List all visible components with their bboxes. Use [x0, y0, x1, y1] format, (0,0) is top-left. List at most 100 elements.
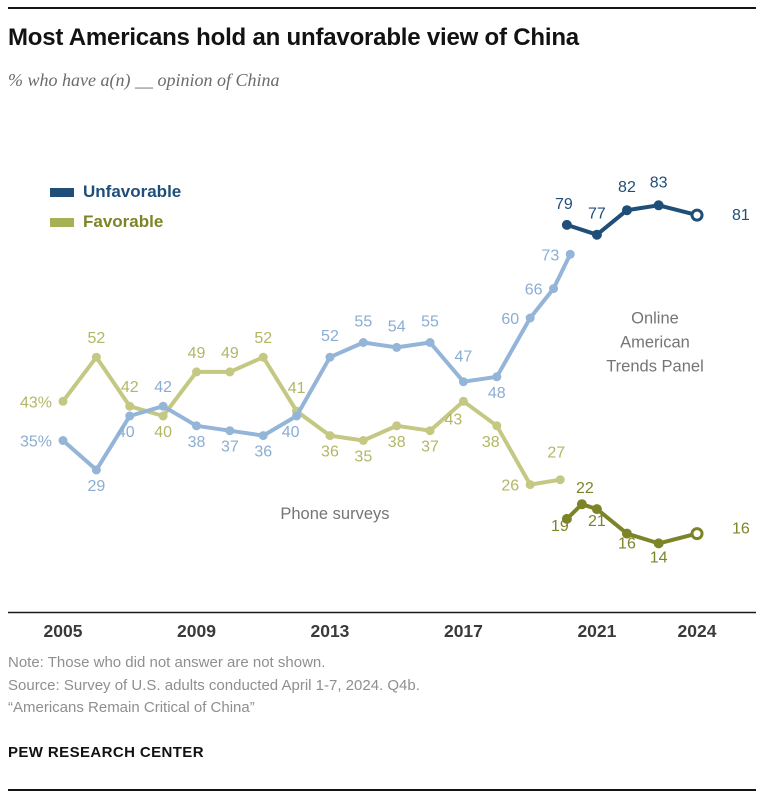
x-axis-tick-label: 2021: [577, 621, 616, 641]
unfavorable-atp-value-label: 83: [650, 174, 668, 191]
unfavorable-atp-value-label: 82: [618, 179, 636, 196]
chart-subtitle: % who have a(n) __ opinion of China: [8, 70, 280, 90]
favorable-atp-point: [561, 513, 572, 524]
unfavorable-phone-point: [458, 377, 468, 387]
favorable-atp-value-label: 22: [576, 480, 594, 497]
favorable-phone-point: [91, 352, 101, 362]
favorable-phone-line: [61, 355, 563, 487]
favorable-phone-point: [392, 421, 402, 431]
unfavorable-atp-line: [564, 203, 700, 237]
legend-item-unfavorable: Unfavorable: [50, 182, 181, 202]
unfavorable-phone-value-label: 66: [525, 282, 543, 299]
unfavorable-phone-value-label: 35%: [20, 434, 52, 451]
favorable-phone-value-label: 38: [388, 434, 406, 451]
favorable-phone-point: [555, 475, 565, 485]
favorable-phone-value-label: 40: [154, 424, 172, 441]
unfavorable-phone-point: [392, 342, 402, 352]
unfavorable-phone-value-label: 52: [321, 328, 339, 345]
favorable-phone-value-label: 37: [421, 439, 439, 456]
x-axis-tick-label: 2017: [444, 621, 483, 641]
unfavorable-phone-point: [565, 249, 575, 259]
online-panel-note: American: [620, 333, 690, 351]
unfavorable-phone-value-label: 47: [455, 349, 473, 366]
online-panel-note: Trends Panel: [606, 357, 704, 375]
favorable-phone-point: [191, 367, 201, 377]
favorable-phone-value-label: 49: [221, 345, 239, 362]
chart-notes: Note: Those who did not answer are not s…: [8, 652, 420, 720]
unfavorable-phone-point: [191, 421, 201, 431]
favorable-atp-value-label: 21: [588, 513, 606, 530]
x-axis-tick-label: 2024: [678, 621, 717, 641]
unfavorable-phone-value-label: 29: [87, 478, 105, 495]
legend-label-unfavorable: Unfavorable: [83, 182, 182, 201]
x-axis-tick-label: 2005: [44, 621, 83, 641]
unfavorable-atp-point: [653, 200, 664, 211]
favorable-phone-point: [58, 396, 68, 406]
pew-research-center-wordmark: PEW RESEARCH CENTER: [8, 744, 204, 761]
favorable-phone-value-label: 41: [288, 380, 306, 397]
unfavorable-atp-point: [591, 229, 602, 240]
bottom-rule: [8, 789, 756, 791]
unfavorable-phone-value-label: 48: [488, 385, 506, 402]
unfavorable-phone-value-label: 60: [501, 311, 519, 328]
favorable-phone-value-label: 38: [482, 434, 500, 451]
favorable-phone-value-label: 52: [254, 330, 272, 347]
favorable-phone-point: [325, 431, 335, 441]
unfavorable-atp-value-label: 81: [732, 207, 750, 224]
source-line: Source: Survey of U.S. adults conducted …: [8, 676, 420, 694]
favorable-phone-point: [158, 411, 168, 421]
phone-surveys-note: Phone surveys: [280, 505, 389, 523]
favorable-atp-value-label: 14: [650, 549, 668, 566]
unfavorable-phone-point: [325, 352, 335, 362]
unfavorable-phone-point: [125, 411, 135, 421]
unfavorable-phone-point: [225, 426, 235, 436]
unfavorable-phone-point: [91, 465, 101, 475]
report-title-line: “Americans Remain Critical of China”: [8, 699, 255, 716]
chart-legend: Unfavorable Favorable: [50, 182, 181, 232]
legend-label-favorable: Favorable: [83, 212, 164, 231]
unfavorable-atp-value-label: 77: [588, 206, 606, 223]
favorable-atp-point: [576, 499, 587, 510]
favorable-phone-value-label: 42: [121, 379, 139, 396]
favorable-phone-point: [358, 436, 368, 445]
favorable-atp-point: [621, 528, 632, 539]
unfavorable-phone-value-label: 42: [154, 379, 172, 396]
legend-item-favorable: Favorable: [50, 212, 181, 232]
favorable-phone-point: [225, 367, 235, 377]
note-line: Note: Those who did not answer are not s…: [8, 654, 326, 671]
unfavorable-phone-value-label: 40: [282, 424, 300, 441]
favorable-phone-value-label: 43%: [20, 394, 52, 411]
favorable-phone-point: [492, 421, 502, 431]
unfavorable-phone-point: [58, 436, 68, 445]
online-panel-note: Online: [631, 309, 679, 327]
favorable-atp-point: [690, 527, 704, 541]
unfavorable-phone-value-label: 73: [541, 247, 559, 264]
favorable-phone-value-label: 26: [501, 478, 519, 495]
unfavorable-phone-point: [492, 372, 502, 382]
favorable-phone-value-label: 43: [445, 411, 463, 428]
favorable-atp-value-label: 19: [551, 518, 569, 535]
unfavorable-phone-point: [292, 411, 302, 421]
favorable-atp-value-label: 16: [618, 536, 636, 553]
x-axis-tick-label: 2013: [310, 621, 349, 641]
favorable-phone-value-label: 36: [321, 444, 339, 461]
favorable-atp-point: [653, 538, 664, 549]
unfavorable-phone-value-label: 40: [117, 424, 135, 441]
unfavorable-phone-value-label: 55: [421, 314, 439, 331]
favorable-phone-value-label: 35: [354, 449, 372, 466]
favorable-phone-point: [125, 401, 135, 411]
favorable-phone-point: [525, 480, 535, 490]
unfavorable-atp-point: [690, 208, 704, 222]
unfavorable-phone-value-label: 38: [188, 434, 206, 451]
favorable-phone-value-label: 52: [87, 330, 105, 347]
unfavorable-phone-point: [258, 431, 268, 441]
page-title: Most Americans hold an unfavorable view …: [8, 24, 579, 51]
unfavorable-phone-value-label: 36: [254, 444, 272, 461]
top-rule: [8, 7, 756, 9]
favorable-phone-point: [258, 352, 268, 362]
favorable-atp-point: [591, 504, 602, 515]
unfavorable-atp-point: [561, 219, 572, 230]
favorable-phone-value-label: 49: [188, 345, 206, 362]
